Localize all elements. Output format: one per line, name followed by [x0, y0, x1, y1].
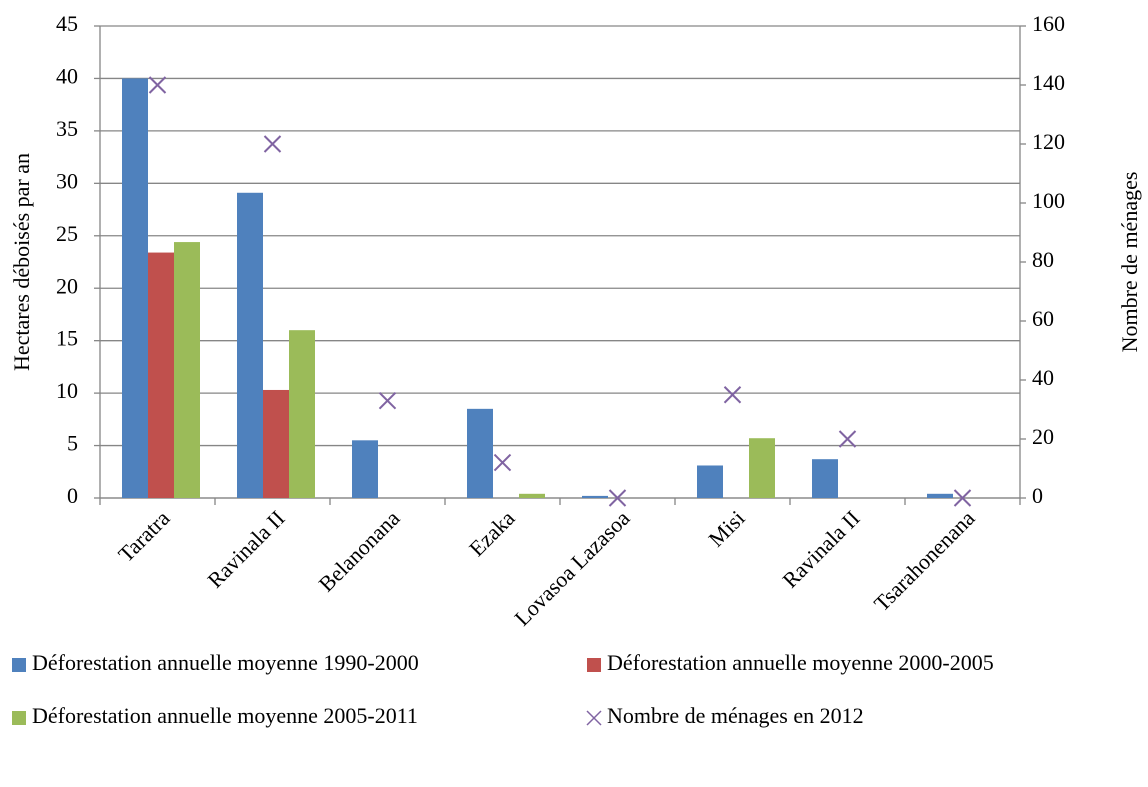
legend-swatch [12, 711, 26, 725]
bar [582, 495, 608, 498]
y-tick-label: 15 [56, 326, 78, 351]
bar [927, 493, 953, 498]
y-axis-title: Hectares déboisés par an [9, 153, 34, 371]
legend-label: Déforestation annuelle moyenne 2005-2011 [32, 703, 418, 728]
y2-tick-label: 40 [1032, 365, 1054, 390]
marker [953, 489, 972, 507]
y2-tick-label: 100 [1032, 188, 1065, 213]
marker [723, 386, 742, 404]
y2-tick-label: 80 [1032, 247, 1054, 272]
y-tick-label: 35 [56, 116, 78, 141]
bar [697, 465, 723, 498]
bar [749, 438, 775, 498]
marker [608, 489, 627, 507]
bar [467, 408, 493, 498]
y-tick-label: 40 [56, 63, 78, 88]
x-tick-label: Ezaka [464, 505, 520, 561]
y2-tick-label: 60 [1032, 306, 1054, 331]
y-tick-label: 10 [56, 378, 78, 403]
bar [122, 78, 148, 498]
legend-swatch [12, 658, 26, 672]
x-tick-label: Tsarahonenana [869, 505, 980, 616]
bar [148, 252, 174, 498]
y-tick-label: 20 [56, 273, 78, 298]
bar [237, 192, 263, 499]
y-tick-label: 30 [56, 168, 78, 193]
y-tick-label: 25 [56, 221, 78, 246]
x-tick-label: Taratra [113, 505, 175, 567]
marker [838, 430, 857, 448]
marker [378, 391, 397, 410]
bar [263, 389, 289, 498]
y-tick-label: 45 [56, 11, 78, 36]
y2-tick-label: 0 [1032, 483, 1043, 508]
bar [519, 493, 545, 498]
y2-tick-label: 120 [1032, 129, 1065, 154]
legend-marker [586, 710, 602, 726]
bar [289, 330, 315, 498]
bar [174, 242, 200, 498]
y2-axis-title: Nombre de ménages [1117, 172, 1142, 353]
y2-tick-label: 140 [1032, 70, 1065, 95]
bar [352, 440, 378, 498]
y2-tick-label: 20 [1032, 424, 1054, 449]
bar [812, 459, 838, 498]
legend-label: Déforestation annuelle moyenne 1990-2000 [32, 650, 419, 675]
marker [148, 76, 167, 94]
marker [263, 135, 282, 153]
marker [493, 453, 512, 472]
x-tick-label: Lovasoa Lazasoa [509, 505, 634, 630]
x-tick-label: Misi [703, 505, 749, 551]
x-tick-label: Ravinala II [777, 505, 864, 592]
y2-tick-label: 160 [1032, 11, 1065, 36]
legend-label: Déforestation annuelle moyenne 2000-2005 [607, 650, 994, 675]
y-tick-label: 0 [67, 483, 78, 508]
y-tick-label: 5 [67, 431, 78, 456]
legend-label: Nombre de ménages en 2012 [607, 703, 864, 728]
x-tick-label: Belanonana [313, 505, 404, 596]
legend-swatch [587, 658, 601, 672]
x-tick-label: Ravinala II [202, 505, 289, 592]
